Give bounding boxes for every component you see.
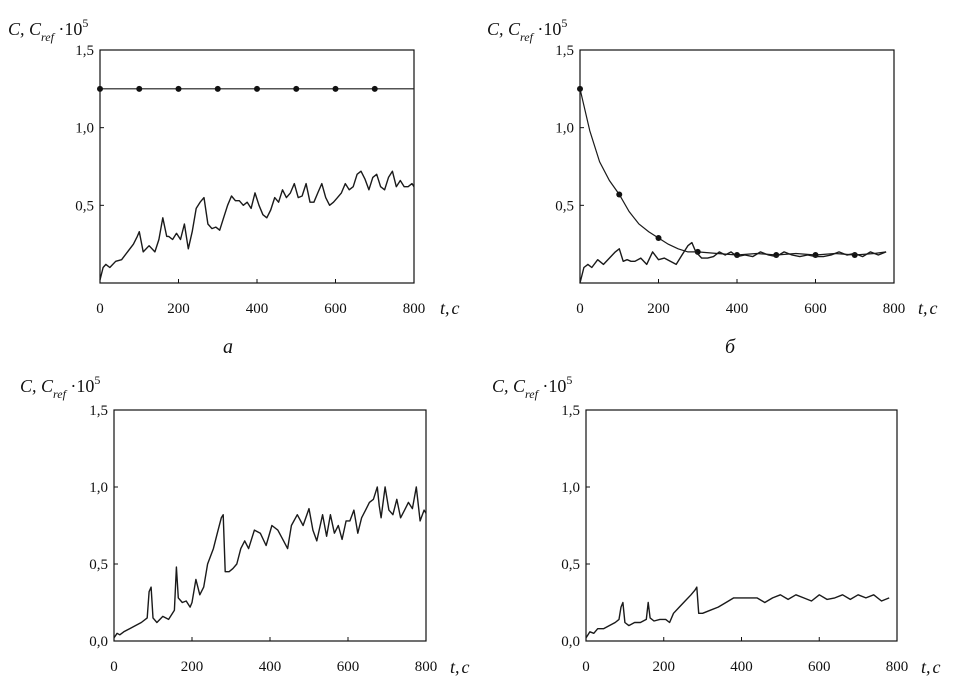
x-tick-label: 200: [653, 659, 676, 675]
x-axis-label: t, с: [921, 657, 941, 677]
series-line-reference: [579, 88, 887, 256]
plot-frame: [113, 409, 427, 642]
panel-b: C, Cref ·105 t, с б 0 200 400 600 800 0,5 1,0 1,…: [487, 16, 938, 358]
series-marker: [655, 234, 662, 241]
series-marker: [577, 85, 583, 92]
y-tick-label: 1,0: [561, 480, 580, 496]
y-tick-label: 0,5: [75, 198, 94, 214]
x-tick-label: 800: [883, 301, 906, 317]
x-tick-label: 400: [246, 301, 269, 317]
x-tick-label: 200: [181, 659, 204, 675]
x-tick-label: 400: [726, 301, 749, 317]
x-tick-label: 800: [415, 659, 438, 675]
series-marker: [97, 85, 103, 92]
x-axis-label: t, с: [918, 298, 938, 318]
panel-a: C, Cref ·105 t, с а 0 200 400 600 800 0,5 1,0 1,…: [8, 16, 460, 358]
y-axis-label: C, Cref ·105: [492, 373, 572, 401]
x-tick-label: 400: [730, 659, 753, 675]
x-axis-label: t, с: [450, 657, 470, 677]
series-marker: [175, 85, 182, 92]
y-tick-label: 1,5: [561, 403, 580, 419]
x-tick-label: 800: [403, 301, 426, 317]
y-tick-label: 0,5: [555, 198, 574, 214]
y-tick-label: 0,0: [561, 634, 580, 650]
panel-label: б: [725, 336, 736, 358]
y-tick-label: 0,5: [561, 557, 580, 573]
x-tick-label: 200: [647, 301, 670, 317]
series-marker: [214, 85, 221, 92]
y-axis-label: C, Cref ·105: [8, 16, 88, 44]
y-tick-label: 0,5: [89, 557, 108, 573]
series-marker: [616, 191, 623, 198]
x-tick-label: 800: [886, 659, 909, 675]
x-tick-label: 600: [337, 659, 360, 675]
x-tick-label: 600: [804, 301, 827, 317]
y-tick-label: 1,0: [89, 480, 108, 496]
panel-c: C, Cref ·105 t, с 0 200 400 600 800 0,0 0,5 1,0 1…: [20, 373, 470, 677]
series-marker: [293, 85, 300, 92]
series-line-measured: [99, 170, 415, 281]
series-line-measured: [585, 586, 890, 639]
x-tick-label: 0: [576, 301, 584, 317]
x-tick-label: 0: [110, 659, 118, 675]
plot-frame: [585, 409, 898, 642]
y-axis-label: C, Cref ·105: [487, 16, 567, 44]
y-tick-label: 1,5: [75, 43, 94, 59]
series-marker: [694, 248, 701, 255]
y-tick-label: 0,0: [89, 634, 108, 650]
panel-d: C, Cref ·105 t, с 0 200 400 600 800 0,0 0,5 1,0 1…: [492, 373, 941, 677]
series-marker: [332, 85, 339, 92]
y-tick-label: 1,0: [75, 121, 94, 137]
x-tick-label: 200: [167, 301, 190, 317]
y-tick-label: 1,5: [555, 43, 574, 59]
x-axis-label: t, с: [440, 298, 460, 318]
x-tick-label: 0: [582, 659, 590, 675]
x-tick-label: 0: [96, 301, 104, 317]
series-line-measured: [113, 486, 427, 639]
plot-frame: [579, 49, 895, 284]
y-tick-label: 1,0: [555, 121, 574, 137]
y-tick-label: 1,5: [89, 403, 108, 419]
y-axis-label: C, Cref ·105: [20, 373, 100, 401]
series-marker: [371, 85, 378, 92]
panel-label: а: [223, 336, 233, 358]
x-tick-label: 400: [259, 659, 282, 675]
series-line-measured: [579, 241, 887, 284]
x-tick-label: 600: [808, 659, 831, 675]
series-marker: [136, 85, 143, 92]
series-marker: [254, 85, 260, 92]
x-tick-label: 600: [324, 301, 347, 317]
